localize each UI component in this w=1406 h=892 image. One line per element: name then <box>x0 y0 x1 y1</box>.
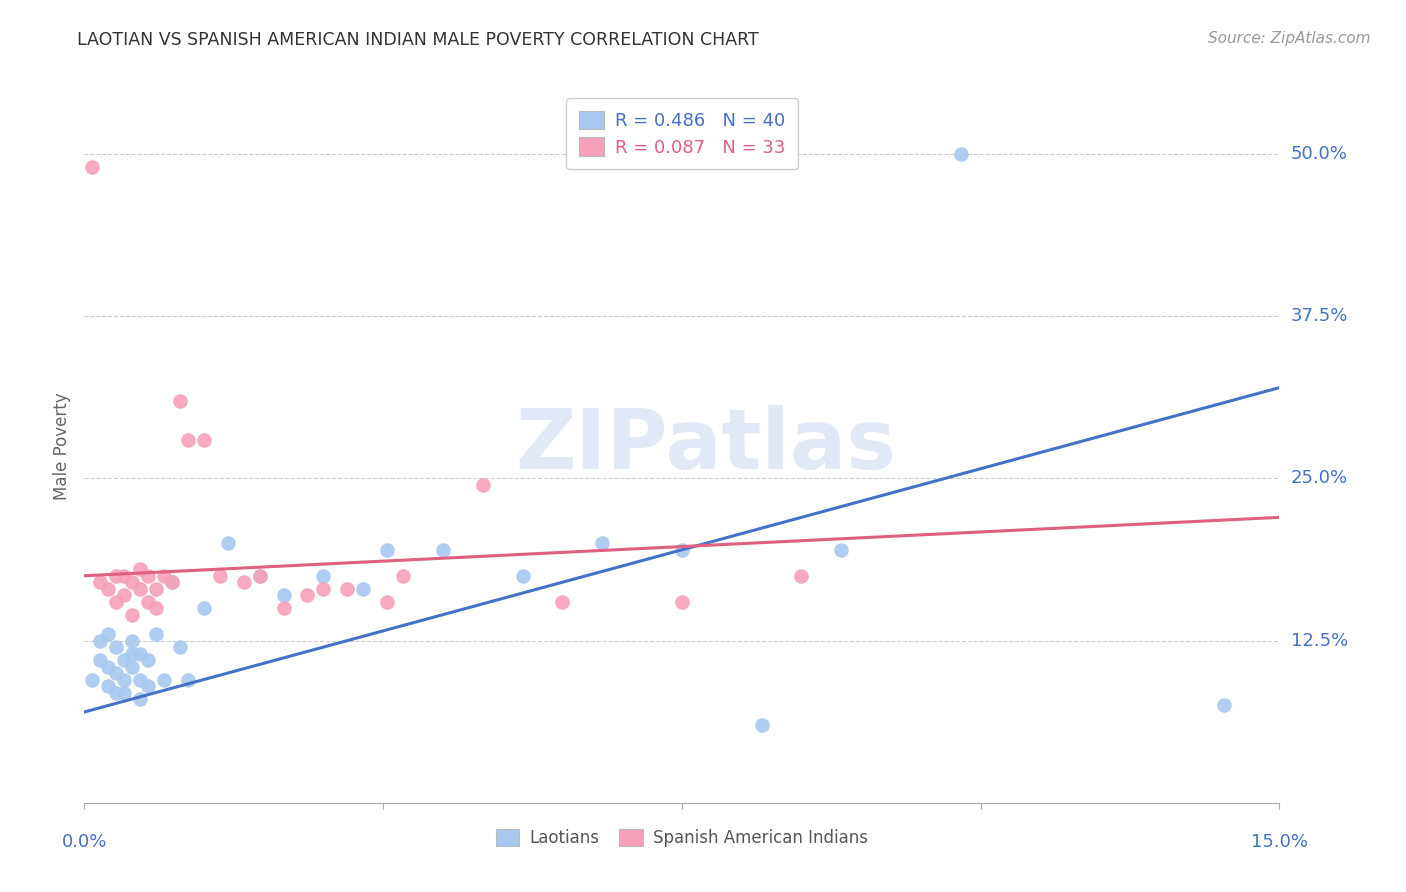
Point <box>375 595 398 609</box>
Point <box>136 679 159 693</box>
Point <box>112 588 135 602</box>
Point <box>97 679 120 693</box>
Text: 12.5%: 12.5% <box>1291 632 1348 649</box>
Text: LAOTIAN VS SPANISH AMERICAN INDIAN MALE POVERTY CORRELATION CHART: LAOTIAN VS SPANISH AMERICAN INDIAN MALE … <box>77 31 759 49</box>
Point <box>105 640 128 654</box>
Point <box>273 588 295 602</box>
Text: 50.0%: 50.0% <box>1291 145 1347 163</box>
Point <box>136 653 159 667</box>
Point <box>169 393 191 408</box>
Point <box>153 568 176 582</box>
Point <box>949 147 972 161</box>
Point <box>312 582 335 596</box>
Point <box>392 568 415 582</box>
Point <box>671 595 693 609</box>
Point <box>89 633 111 648</box>
Point <box>249 568 271 582</box>
Legend: Laotians, Spanish American Indians: Laotians, Spanish American Indians <box>485 817 879 859</box>
Point <box>105 595 128 609</box>
Point <box>129 673 152 687</box>
Point <box>432 542 454 557</box>
Point <box>121 633 143 648</box>
Text: 15.0%: 15.0% <box>1251 833 1308 851</box>
Point <box>193 433 215 447</box>
Text: 0.0%: 0.0% <box>62 833 107 851</box>
Point <box>89 575 111 590</box>
Point <box>512 568 534 582</box>
Point <box>297 588 319 602</box>
Point <box>97 627 120 641</box>
Point <box>82 160 104 174</box>
Point <box>129 692 152 706</box>
Point <box>145 601 167 615</box>
Point <box>145 582 167 596</box>
Point <box>375 542 398 557</box>
Point <box>352 582 374 596</box>
Point <box>751 718 773 732</box>
Point <box>112 673 135 687</box>
Point <box>336 582 359 596</box>
Point <box>89 653 111 667</box>
Point <box>121 647 143 661</box>
Point <box>169 640 191 654</box>
Point <box>591 536 613 550</box>
Point <box>121 607 143 622</box>
Point <box>177 673 200 687</box>
Point <box>82 673 104 687</box>
Text: ZIPatlas: ZIPatlas <box>516 406 896 486</box>
Point <box>129 562 152 576</box>
Point <box>105 666 128 681</box>
Text: Source: ZipAtlas.com: Source: ZipAtlas.com <box>1208 31 1371 46</box>
Point <box>830 542 852 557</box>
Point <box>217 536 239 550</box>
Point <box>177 433 200 447</box>
Point <box>112 568 135 582</box>
Point <box>129 647 152 661</box>
Point <box>671 542 693 557</box>
Point <box>249 568 271 582</box>
Point <box>97 659 120 673</box>
Point <box>121 659 143 673</box>
Point <box>232 575 254 590</box>
Point <box>145 627 167 641</box>
Text: 37.5%: 37.5% <box>1291 307 1348 326</box>
Point <box>273 601 295 615</box>
Point <box>105 685 128 699</box>
Point <box>471 478 494 492</box>
Point <box>136 568 159 582</box>
Point <box>153 673 176 687</box>
Point <box>790 568 813 582</box>
Point <box>160 575 183 590</box>
Point <box>121 575 143 590</box>
Point <box>208 568 231 582</box>
Point <box>312 568 335 582</box>
Point <box>160 575 183 590</box>
Text: 25.0%: 25.0% <box>1291 469 1348 487</box>
Point <box>129 582 152 596</box>
Point <box>105 568 128 582</box>
Y-axis label: Male Poverty: Male Poverty <box>53 392 72 500</box>
Point <box>112 653 135 667</box>
Point <box>193 601 215 615</box>
Point <box>136 595 159 609</box>
Point <box>1212 698 1234 713</box>
Point <box>551 595 574 609</box>
Point <box>112 685 135 699</box>
Point <box>97 582 120 596</box>
